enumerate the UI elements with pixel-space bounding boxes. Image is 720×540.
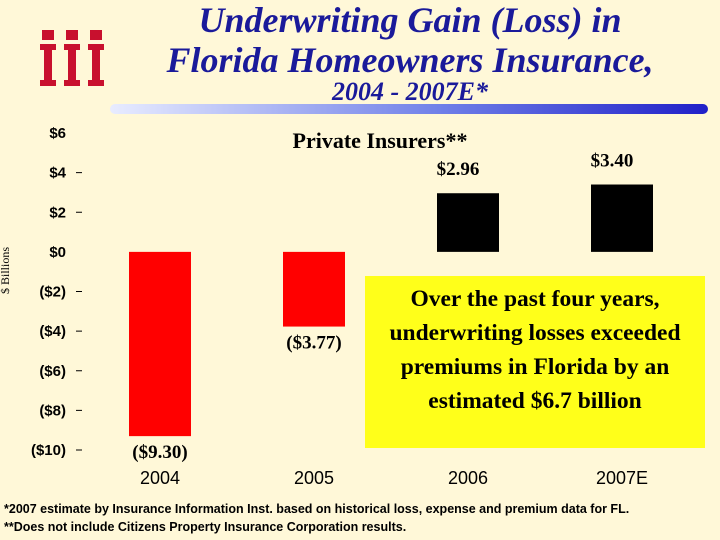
x-tick-label: 2006	[448, 468, 488, 488]
logo-letter-i-1	[40, 30, 56, 86]
bar-2005	[283, 251, 345, 327]
bar-2006	[437, 193, 499, 252]
y-tick-label: ($4)	[39, 323, 66, 340]
x-tick-label: 2004	[140, 468, 180, 488]
callout-box: Over the past four years, underwriting l…	[365, 276, 705, 448]
y-tick-label: ($2)	[39, 284, 66, 301]
footnote-2: **Does not include Citizens Property Ins…	[4, 520, 407, 534]
bar-2004	[129, 251, 191, 437]
y-tick-label: ($8)	[39, 402, 66, 419]
logo-letter-i-3	[88, 30, 104, 86]
data-label: $2.96	[437, 159, 480, 180]
title-line-1: Underwriting Gain (Loss) in	[198, 0, 622, 40]
data-label: $3.40	[591, 151, 634, 172]
title-line-3: 2004 - 2007E*	[332, 77, 488, 106]
x-tick-label: 2007E	[596, 468, 648, 488]
logo-letter-i-2	[64, 30, 80, 86]
y-tick-label: $0	[49, 244, 66, 261]
x-axis: 2004 2005 2006 2007E	[140, 468, 648, 488]
data-label: ($9.30)	[132, 442, 187, 463]
bars	[129, 184, 653, 437]
y-tick-label: ($6)	[39, 363, 66, 380]
bar-2007E	[591, 184, 653, 252]
title-line-2: Florida Homeowners Insurance,	[166, 40, 654, 80]
footnote-1: *2007 estimate by Insurance Information …	[4, 502, 630, 516]
page-title: Underwriting Gain (Loss) in Florida Home…	[110, 0, 710, 106]
y-axis: $6 $4 $2 $0 ($2) ($4) ($6) ($8) ($10)	[31, 125, 82, 459]
y-tick-label: $6	[49, 125, 66, 142]
data-label: ($3.77)	[286, 333, 341, 354]
y-axis-title: $ Billions	[0, 246, 13, 294]
y-tick-label: ($10)	[31, 442, 66, 459]
bar-chart: $6$4$2$0($2)($4)($6)($8)($10) 2004 2005 20…	[31, 125, 653, 488]
chart-subtitle: Private Insurers**	[292, 128, 468, 153]
y-tick-label: $4	[49, 165, 66, 182]
x-tick-label: 2005	[294, 468, 334, 488]
title-underline-bar	[110, 104, 708, 114]
y-tick-label: $2	[49, 204, 66, 221]
data-labels: ($9.30) ($3.77) $2.96 $3.40	[132, 151, 633, 464]
iii-logo	[40, 30, 104, 86]
